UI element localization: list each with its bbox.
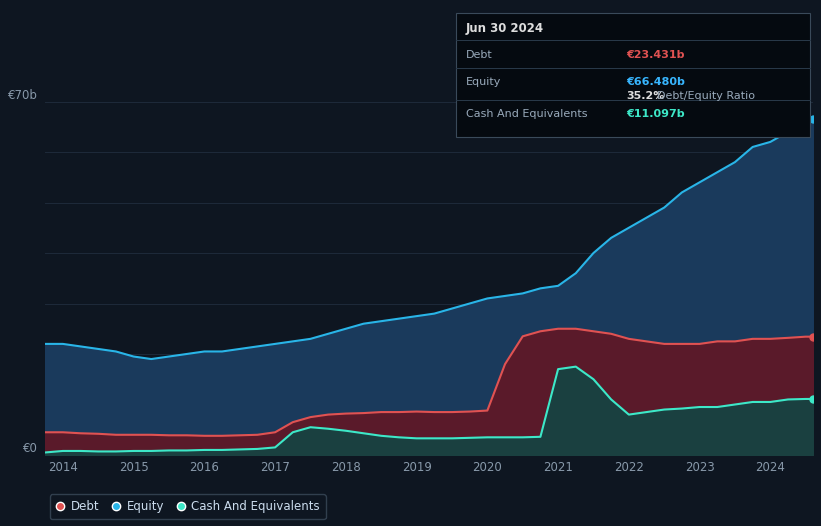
Text: 35.2%: 35.2% <box>626 92 664 102</box>
Text: Cash And Equivalents: Cash And Equivalents <box>466 109 587 119</box>
Point <box>806 115 819 124</box>
Text: €70b: €70b <box>7 88 38 102</box>
Text: €0: €0 <box>23 442 38 455</box>
Text: Debt/Equity Ratio: Debt/Equity Ratio <box>657 92 755 102</box>
Text: Jun 30 2024: Jun 30 2024 <box>466 23 544 35</box>
Text: €23.431b: €23.431b <box>626 50 685 60</box>
Point <box>806 332 819 341</box>
Point <box>806 394 819 403</box>
Text: Debt: Debt <box>466 50 493 60</box>
Legend: Debt, Equity, Cash And Equivalents: Debt, Equity, Cash And Equivalents <box>49 494 326 519</box>
Text: Equity: Equity <box>466 77 501 87</box>
Text: €66.480b: €66.480b <box>626 77 685 87</box>
Text: €11.097b: €11.097b <box>626 109 685 119</box>
